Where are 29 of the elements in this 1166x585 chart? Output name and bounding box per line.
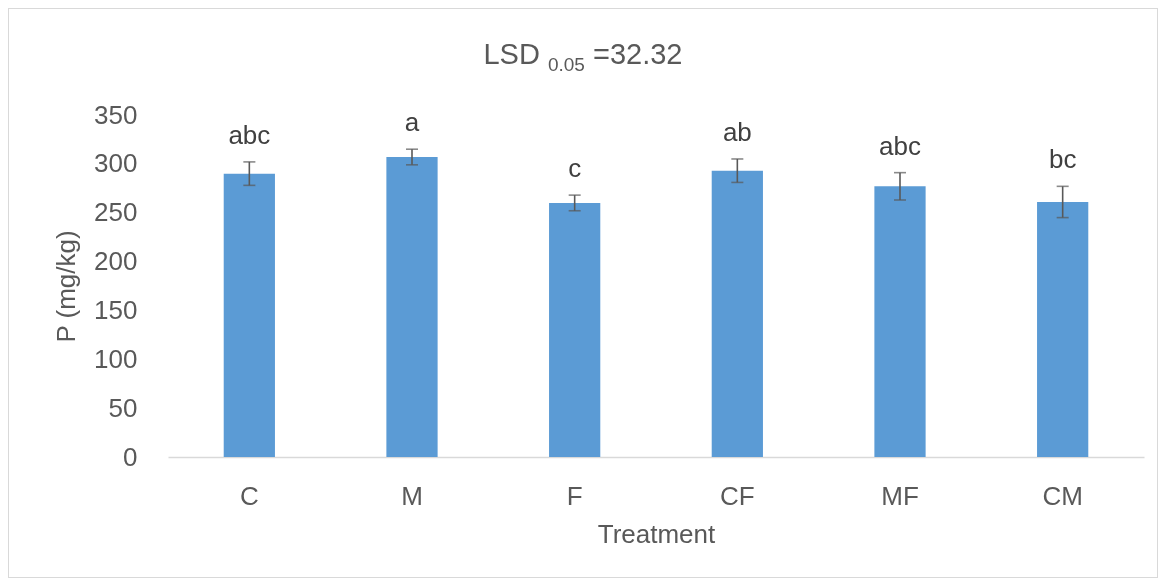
annotation: abc	[879, 130, 921, 161]
bar	[1037, 201, 1089, 457]
x-tick-label: CM	[1042, 480, 1083, 511]
y-tick-label: 50	[108, 392, 138, 423]
y-tick-label: 250	[94, 197, 138, 228]
y-tick-label: 150	[94, 294, 138, 325]
y-tick-label: 0	[123, 441, 138, 472]
bar	[549, 202, 601, 457]
bar	[874, 186, 926, 457]
y-tick-label: 200	[94, 246, 138, 277]
annotation: ab	[722, 116, 752, 147]
x-tick-label: C	[239, 480, 259, 511]
annotation: bc	[1048, 144, 1077, 175]
x-axis-title: Treatment	[597, 518, 717, 549]
y-axis-title: P (mg/kg)	[51, 230, 82, 343]
annotation: abc	[228, 119, 271, 150]
bar	[386, 157, 438, 457]
y-tick-label: 100	[94, 343, 138, 374]
x-tick-label: MF	[881, 480, 919, 511]
x-tick-label: M	[401, 480, 423, 511]
y-tick-label: 350	[94, 99, 138, 130]
x-tick-label: CF	[720, 480, 755, 511]
chart-title: LSD $_{0.05}$ =32.32	[482, 38, 684, 76]
bar	[711, 170, 763, 457]
x-tick-label: F	[566, 480, 583, 511]
annotation: c	[568, 153, 582, 184]
y-tick-label: 300	[94, 148, 138, 179]
bar	[223, 173, 275, 457]
annotation: a	[404, 107, 420, 138]
